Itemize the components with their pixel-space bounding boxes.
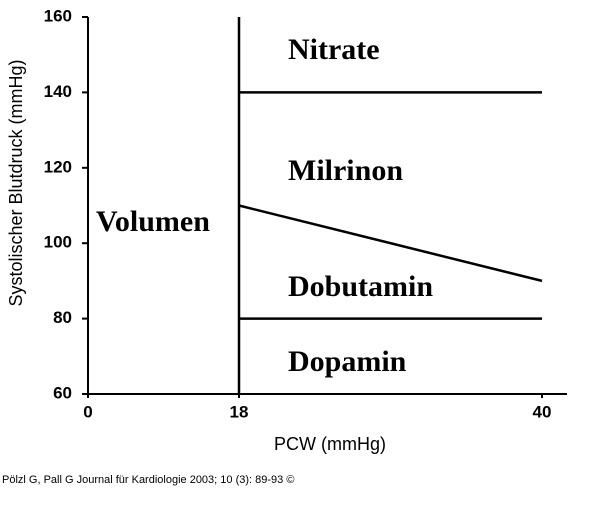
y-tick-label: 160	[44, 6, 72, 25]
region-label: Nitrate	[288, 33, 380, 66]
x-tick-label: 40	[533, 402, 552, 421]
x-tick-label: 18	[230, 402, 249, 421]
region-label: Dopamin	[288, 345, 407, 378]
region-label: Dobutamin	[288, 270, 433, 303]
x-tick-label: 0	[83, 402, 92, 421]
y-tick-label: 120	[44, 157, 72, 176]
y-tick-label: 100	[44, 233, 72, 252]
boundary-line	[238, 204, 543, 283]
region-label: Milrinon	[288, 154, 403, 187]
y-tick-label: 60	[53, 383, 72, 402]
y-tick-label: 140	[44, 82, 72, 101]
y-axis-label: Systolischer Blutdruck (mmHg)	[6, 59, 26, 306]
footer: Pölzl G, Pall G Journal für Kardiologie …	[2, 474, 294, 486]
x-axis-label: PCW (mmHg)	[274, 434, 386, 454]
y-tick-label: 80	[53, 308, 72, 327]
region-label: Volumen	[96, 205, 210, 238]
